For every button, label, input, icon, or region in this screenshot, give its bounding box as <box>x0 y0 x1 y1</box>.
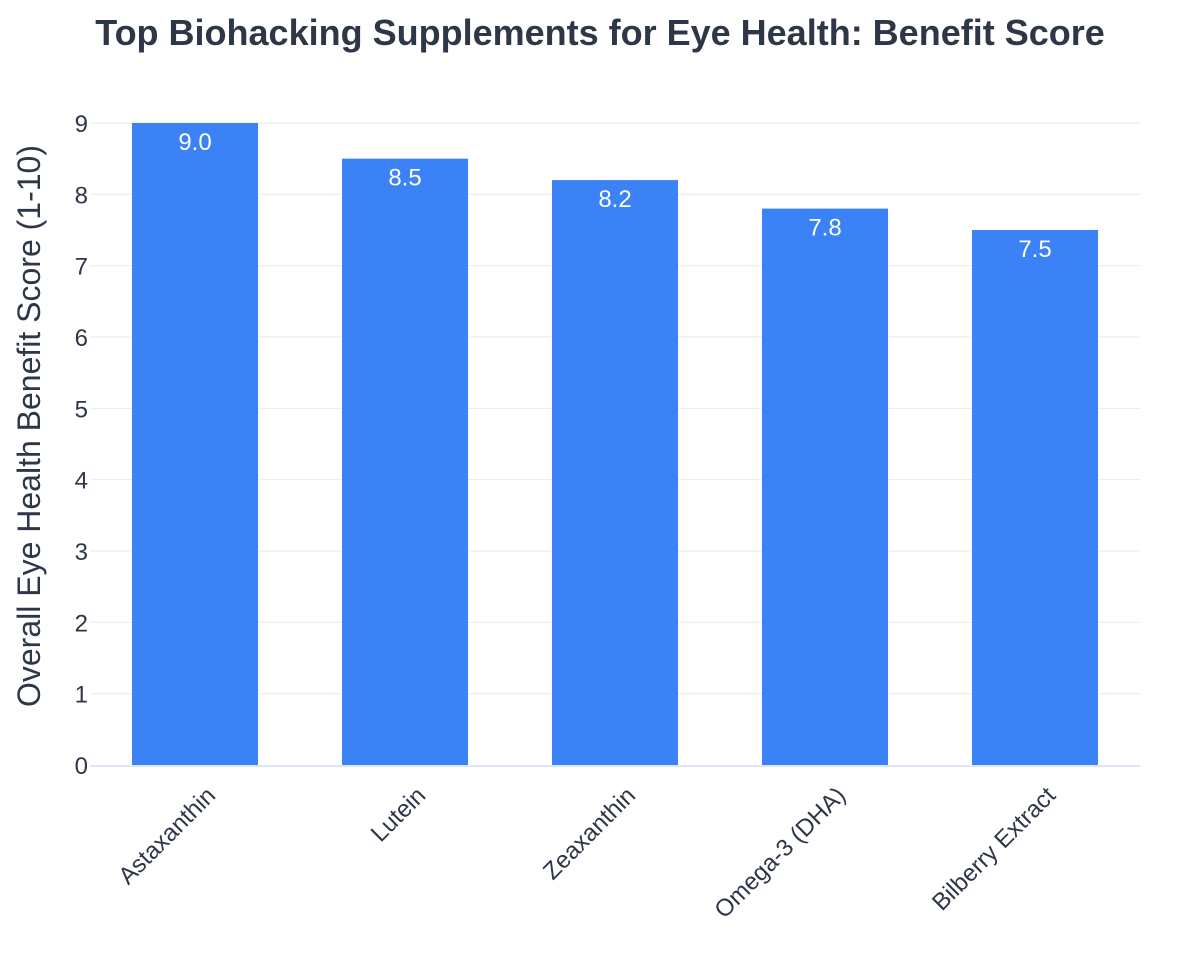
y-tick-label: 8 <box>75 182 88 209</box>
x-tick-label: Bilberry Extract <box>927 782 1061 916</box>
y-tick-label: 4 <box>75 468 88 495</box>
y-axis-ticks: 0 1 2 3 4 5 6 7 8 9 <box>75 111 88 780</box>
x-tick-label: Omega-3 (DHA) <box>709 782 851 924</box>
bar-value-label: 8.2 <box>598 186 631 213</box>
y-tick-label: 2 <box>75 610 88 637</box>
bar-astaxanthin <box>132 123 258 765</box>
x-tick-label: Astaxanthin <box>113 782 221 890</box>
y-tick-label: 6 <box>75 325 88 352</box>
y-tick-label: 3 <box>75 539 88 566</box>
bar-value-label: 7.8 <box>808 215 841 242</box>
bar-value-label: 8.5 <box>388 165 421 192</box>
x-tick-label: Lutein <box>366 782 431 847</box>
bar-value-label: 9.0 <box>178 129 211 156</box>
y-tick-label: 0 <box>75 753 88 780</box>
y-axis-title: Overall Eye Health Benefit Score (1-10) <box>11 145 47 707</box>
y-tick-label: 9 <box>75 111 88 138</box>
bar-lutein <box>342 158 468 765</box>
bars: 9.0 8.5 8.2 7.8 7.5 <box>132 123 1098 766</box>
x-tick-label: Zeaxanthin <box>538 782 641 885</box>
bar-zeaxanthin <box>552 180 678 766</box>
y-tick-label: 5 <box>75 396 88 423</box>
bar-omega-3-dha <box>762 208 888 766</box>
x-axis-ticks: Astaxanthin Lutein Zeaxanthin Omega-3 (DHA)… <box>113 782 1061 924</box>
chart-title: Top Biohacking Supplements for Eye Healt… <box>95 12 1105 53</box>
bar-value-label: 7.5 <box>1018 236 1051 263</box>
y-tick-label: 7 <box>75 254 88 281</box>
y-tick-label: 1 <box>75 682 88 709</box>
bar-bilberry-extract <box>972 230 1098 765</box>
